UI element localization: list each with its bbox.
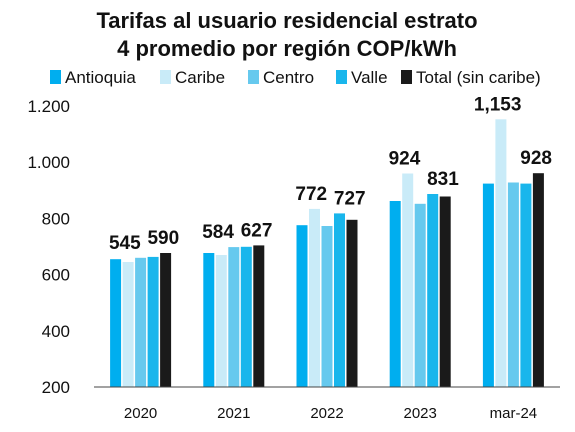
data-label-2021-2: 627 [241, 220, 273, 241]
bar-caribe-2020 [122, 262, 134, 387]
bar-valle-2021 [240, 246, 252, 387]
x-tick-label-2022: 2022 [310, 405, 343, 422]
bar-centro-2020 [135, 257, 147, 387]
bar-total-sin-caribe-2021 [253, 245, 265, 387]
y-tick-label-600: 600 [42, 266, 70, 285]
bar-antioquia-2020 [110, 259, 122, 387]
data-label-2022-1: 772 [295, 184, 327, 205]
y-tick-label-800: 800 [42, 209, 70, 228]
data-label-2023-2: 831 [427, 169, 459, 190]
chart-title-line-2: 4 promedio por región COP/kWh [117, 36, 457, 61]
legend-swatch-caribe [160, 70, 171, 84]
bar-caribe-2023 [402, 173, 414, 387]
bars [110, 119, 544, 388]
bar-total-sin-caribe-2020 [160, 253, 172, 387]
data-label-2022-2: 727 [334, 188, 366, 209]
bar-total-sin-caribe-mar-24 [532, 173, 544, 387]
y-tick-label-400: 400 [42, 322, 70, 341]
legend-swatch-total-sin-caribe [401, 70, 412, 84]
bar-antioquia-mar-24 [482, 183, 494, 387]
bar-caribe-mar-24 [495, 119, 507, 388]
bar-centro-2021 [228, 247, 240, 387]
legend-label-total-sin-caribe: Total (sin caribe) [416, 68, 541, 87]
bar-centro-mar-24 [507, 182, 519, 387]
bar-valle-2022 [334, 213, 345, 387]
bar-valle-mar-24 [520, 183, 532, 387]
legend: Antioquia Caribe Centro Valle Total (sin car… [50, 68, 541, 87]
legend-label-centro: Centro [263, 68, 314, 87]
x-axis: 2020 2021 2022 2023 mar-24 [94, 386, 560, 422]
bar-centro-2022 [321, 226, 333, 387]
y-axis: 200 400 600 800 1.000 1.200 [27, 97, 70, 397]
bar-antioquia-2021 [203, 253, 215, 387]
bar-valle-2023 [427, 194, 439, 387]
bar-total-sin-caribe-2023 [439, 196, 451, 387]
x-tick-label-2023: 2023 [404, 405, 437, 422]
y-tick-label-1-000: 1.000 [27, 153, 70, 172]
bar-antioquia-2023 [389, 201, 401, 387]
data-label-mar-24-1: 1,153 [474, 94, 522, 115]
legend-swatch-centro [248, 70, 259, 84]
chart-title-line-1: Tarifas al usuario residencial estrato [96, 8, 477, 33]
data-label-2021-1: 584 [202, 222, 234, 243]
legend-label-valle: Valle [351, 68, 388, 87]
data-label-mar-24-2: 928 [520, 148, 552, 169]
legend-label-antioquia: Antioquia [65, 68, 136, 87]
data-label-2020-1: 545 [109, 233, 141, 254]
data-label-2023-1: 924 [389, 148, 421, 169]
legend-label-caribe: Caribe [175, 68, 225, 87]
x-tick-label-2020: 2020 [124, 405, 157, 422]
x-tick-label-2021: 2021 [217, 405, 250, 422]
data-labels: 545 590 584 627 772 727 924 831 1,153 928 [109, 94, 552, 254]
y-tick-label-1-200: 1.200 [27, 97, 70, 116]
bar-valle-2020 [147, 256, 159, 387]
legend-swatch-antioquia [50, 70, 61, 84]
bar-caribe-2021 [215, 255, 227, 387]
y-tick-label-200: 200 [42, 378, 70, 397]
bar-total-sin-caribe-2022 [346, 219, 358, 387]
data-label-2020-2: 590 [147, 228, 179, 249]
bar-caribe-2022 [309, 208, 320, 387]
bar-antioquia-2022 [296, 225, 308, 387]
x-tick-label-mar-24: mar-24 [490, 405, 538, 422]
bar-centro-2023 [414, 203, 426, 387]
legend-swatch-valle [336, 70, 347, 84]
